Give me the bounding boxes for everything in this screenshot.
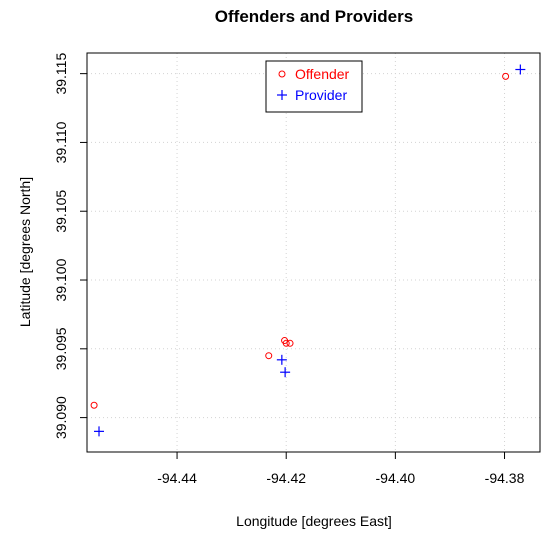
provider-point — [515, 64, 526, 75]
offender-point — [286, 339, 294, 347]
y-tick-label: 39.105 — [53, 190, 69, 233]
x-tick-label: -94.44 — [157, 470, 197, 486]
y-tick-label: 39.090 — [53, 396, 69, 439]
x-axis-label: Longitude [degrees East] — [236, 513, 392, 529]
y-axis-label: Latitude [degrees North] — [17, 177, 33, 327]
provider-point — [280, 367, 291, 378]
legend-box — [265, 60, 363, 113]
x-tick-label: -94.38 — [485, 470, 525, 486]
y-tick-label: 39.095 — [53, 327, 69, 370]
legend: Offender Provider — [265, 60, 363, 113]
legend-marker-provider — [277, 90, 287, 100]
legend-label-offender: Offender — [295, 66, 350, 82]
legend-label-provider: Provider — [295, 87, 347, 103]
y-tick-label: 39.115 — [53, 53, 69, 95]
offender-point — [265, 352, 273, 360]
x-tick-label: -94.40 — [376, 470, 416, 486]
x-tick-label: -94.42 — [266, 470, 306, 486]
legend-marker-offender — [278, 70, 286, 78]
offender-point — [90, 401, 98, 409]
offender-point — [502, 72, 510, 80]
x-axis: -94.44 -94.42 -94.40 -94.38 — [157, 452, 525, 486]
y-tick-label: 39.110 — [53, 121, 69, 163]
provider-point — [276, 354, 287, 365]
grid — [87, 53, 540, 452]
offender-point — [282, 339, 290, 347]
y-axis: 39.090 39.095 39.100 39.105 39.110 39.115 — [53, 53, 87, 439]
provider-point — [94, 426, 105, 437]
plot-area — [86, 52, 541, 453]
chart-title: Offenders and Providers — [215, 7, 413, 26]
data-points — [90, 64, 526, 437]
y-tick-label: 39.100 — [53, 258, 69, 301]
